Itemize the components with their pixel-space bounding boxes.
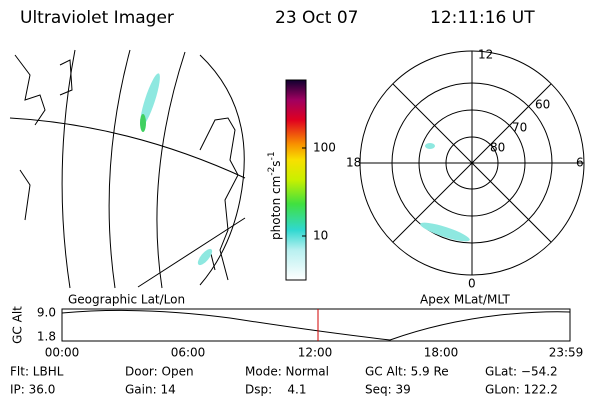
info-field: GC Alt: 5.9 Re <box>365 365 449 379</box>
polar-plot <box>359 50 585 276</box>
unit: photon cm <box>269 176 283 240</box>
altitude-curve <box>61 309 571 341</box>
x-tick-label: 12:00 <box>298 346 333 360</box>
info-field: Mode: Normal <box>245 365 329 379</box>
x-tick-label: 23:59 <box>549 346 584 360</box>
y-tick-label: 1.8 <box>37 330 56 344</box>
lat-label: 60 <box>535 98 550 112</box>
y-axis-label: GC Alt <box>11 306 25 344</box>
info-field: Door: Open <box>125 365 194 379</box>
geo-map <box>9 49 246 289</box>
mlt-label: 6 <box>576 156 584 170</box>
colorbar-label: photon cm-2s-1 <box>267 151 283 240</box>
panel-label: Apex MLat/MLT <box>420 293 510 307</box>
date: 23 Oct 07 <box>275 8 358 28</box>
exponent: -2 <box>267 167 277 176</box>
lat-label: 70 <box>512 121 527 135</box>
info-field: Seq: 39 <box>365 383 411 397</box>
info-field: GLat: −54.2 <box>485 365 558 379</box>
panel-label: Geographic Lat/Lon <box>68 293 185 307</box>
title: Ultraviolet Imager <box>20 8 174 28</box>
mlt-label: 12 <box>478 48 493 62</box>
info-block: Flt: LBHL Door: Open Mode: Normal GC Alt: 5… <box>10 365 558 397</box>
x-tick-label: 06:00 <box>171 346 206 360</box>
info-field: Flt: LBHL <box>10 365 64 379</box>
colorbar <box>285 79 307 281</box>
mlt-label: 0 <box>468 277 476 291</box>
mlt-label: 18 <box>346 156 361 170</box>
x-tick-label: 00:00 <box>45 346 80 360</box>
unit: s <box>269 160 283 166</box>
x-tick-label: 18:00 <box>424 346 459 360</box>
exponent: -1 <box>267 151 277 160</box>
colorbar-tick-label: 10 <box>313 229 328 243</box>
time: 12:11:16 UT <box>430 8 535 28</box>
info-field: Gain: 14 <box>125 383 176 397</box>
y-tick-label: 9.0 <box>37 306 56 320</box>
info-field: Dsp: 4.1 <box>245 383 307 397</box>
info-field: GLon: 122.2 <box>485 383 558 397</box>
altitude-plot <box>61 308 571 342</box>
info-field: IP: 36.0 <box>10 383 55 397</box>
lat-label: 80 <box>490 141 505 155</box>
colorbar-tick-label: 100 <box>313 141 336 155</box>
